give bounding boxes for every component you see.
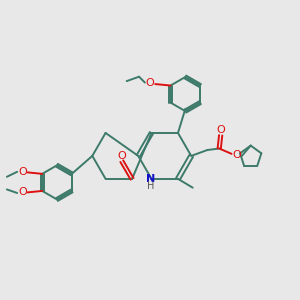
- Text: O: O: [18, 188, 27, 197]
- Text: O: O: [117, 151, 126, 161]
- Text: N: N: [146, 174, 155, 184]
- Text: H: H: [147, 181, 155, 191]
- Text: O: O: [232, 150, 241, 160]
- Text: O: O: [146, 79, 154, 88]
- Text: O: O: [18, 167, 27, 177]
- Text: O: O: [216, 125, 225, 135]
